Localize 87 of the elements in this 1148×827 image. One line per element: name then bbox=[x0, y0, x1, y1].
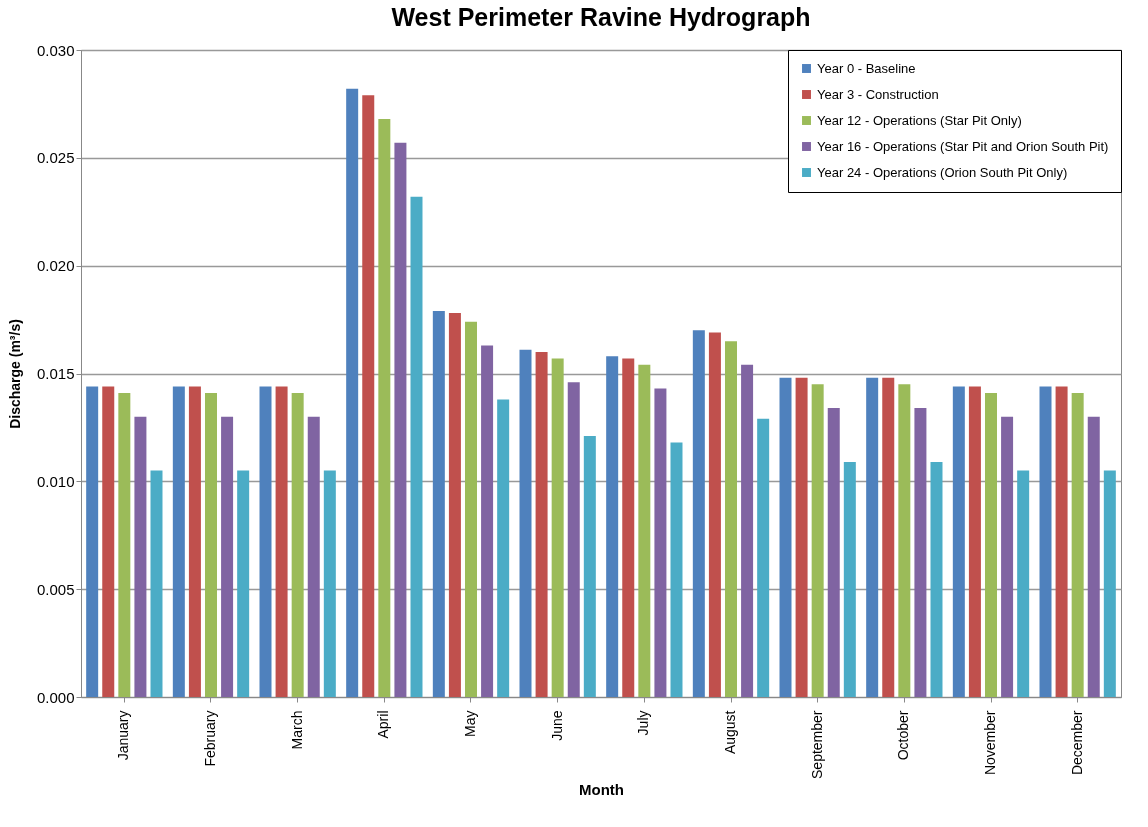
bar bbox=[1103, 470, 1116, 697]
bar bbox=[843, 461, 856, 697]
bar bbox=[741, 364, 754, 697]
bar bbox=[448, 313, 461, 697]
bar bbox=[259, 386, 272, 697]
bar bbox=[1071, 392, 1084, 697]
x-tick-label: March bbox=[288, 710, 305, 750]
x-tick-label: June bbox=[548, 710, 565, 741]
legend-label: Year 3 - Construction bbox=[817, 86, 939, 102]
x-tick-label: October bbox=[895, 710, 912, 761]
bar bbox=[118, 392, 131, 697]
bar bbox=[1055, 386, 1068, 697]
bar bbox=[1087, 416, 1100, 697]
bar bbox=[481, 345, 494, 697]
bar bbox=[346, 88, 359, 697]
bar bbox=[307, 416, 320, 697]
bar bbox=[432, 310, 445, 697]
bar bbox=[275, 386, 288, 697]
bar bbox=[795, 377, 808, 697]
y-tick-label: 0.015 bbox=[36, 365, 75, 382]
bar bbox=[150, 470, 163, 697]
x-tick-label: January bbox=[115, 710, 132, 761]
bar bbox=[914, 408, 927, 697]
bar bbox=[866, 377, 879, 697]
x-tick-label: September bbox=[808, 710, 825, 779]
y-tick-label: 0.020 bbox=[36, 257, 75, 275]
bar bbox=[519, 349, 532, 697]
legend-label: Year 24 - Operations (Orion South Pit Only) bbox=[817, 164, 1068, 180]
bar bbox=[221, 416, 234, 697]
bar bbox=[606, 356, 619, 697]
bar bbox=[362, 95, 375, 697]
x-axis-title: Month bbox=[579, 780, 624, 798]
y-tick-label: 0.005 bbox=[36, 580, 75, 598]
bar bbox=[237, 470, 250, 697]
bar bbox=[811, 384, 824, 697]
bar bbox=[86, 386, 99, 697]
chart-title: West Perimeter Ravine Hydrograph bbox=[391, 3, 811, 31]
x-tick-label: August bbox=[722, 710, 738, 755]
legend-label: Year 12 - Operations (Star Pit Only) bbox=[817, 112, 1022, 128]
bar bbox=[654, 388, 667, 697]
bar bbox=[394, 142, 407, 697]
bar bbox=[968, 386, 981, 697]
bar bbox=[952, 386, 965, 697]
bar bbox=[172, 386, 185, 697]
x-tick-label: December bbox=[1068, 710, 1085, 776]
y-tick-label: 0.000 bbox=[36, 688, 75, 706]
x-tick-label: November bbox=[982, 710, 998, 776]
bar bbox=[692, 330, 705, 697]
y-axis-title: Discharge (m³/s) bbox=[6, 319, 23, 429]
bar bbox=[1017, 470, 1030, 697]
bar bbox=[205, 392, 217, 697]
y-tick-label: 0.030 bbox=[36, 41, 75, 59]
bar bbox=[583, 436, 596, 697]
bar bbox=[188, 386, 201, 697]
bar bbox=[551, 358, 564, 697]
bar bbox=[882, 377, 895, 697]
bar bbox=[497, 399, 510, 697]
bar bbox=[622, 358, 635, 697]
x-tick-label: May bbox=[462, 710, 478, 737]
x-tick-label: April bbox=[375, 710, 392, 739]
x-tick-label: February bbox=[202, 710, 218, 767]
bar bbox=[638, 364, 651, 697]
bar bbox=[898, 384, 911, 697]
bar bbox=[757, 418, 770, 697]
bar bbox=[725, 341, 737, 697]
bar bbox=[708, 332, 721, 697]
bar bbox=[1001, 416, 1014, 697]
bar bbox=[465, 321, 477, 697]
bar bbox=[323, 470, 336, 697]
bar bbox=[1039, 386, 1052, 697]
bar bbox=[779, 377, 792, 697]
bar bbox=[930, 461, 943, 697]
bar bbox=[378, 119, 391, 697]
bar bbox=[102, 386, 115, 697]
bar bbox=[827, 408, 840, 697]
bar bbox=[670, 442, 683, 697]
bar bbox=[291, 392, 304, 697]
bar bbox=[985, 392, 997, 697]
bar bbox=[567, 382, 580, 697]
legend-label: Year 0 - Baseline bbox=[817, 60, 916, 76]
bar bbox=[535, 351, 548, 697]
y-tick-label: 0.010 bbox=[36, 472, 75, 490]
y-tick-label: 0.025 bbox=[36, 149, 75, 167]
legend-label: Year 16 - Operations (Star Pit and Orion South Pit) bbox=[817, 138, 1109, 154]
bar bbox=[134, 416, 147, 697]
bar bbox=[410, 196, 423, 697]
x-tick-label: July bbox=[635, 710, 652, 736]
